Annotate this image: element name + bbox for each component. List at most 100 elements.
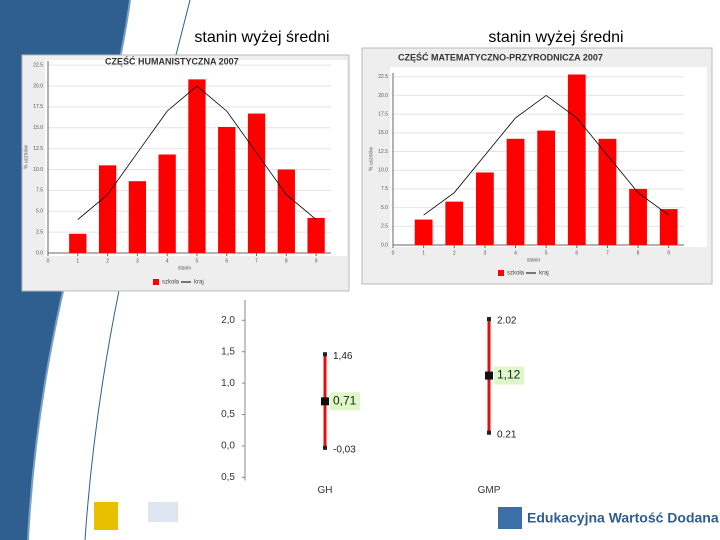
legend-label: kraj [539,271,549,277]
bar [414,219,433,245]
bar [69,233,87,253]
whisker-cap [487,317,491,322]
heading: stanin wyżej średni [194,29,329,46]
bar [277,169,295,253]
x-tick-label: 1 [422,250,425,256]
bar [247,113,266,253]
y-tick-label: 20.0 [378,93,388,99]
y-tick-label: 15.0 [378,130,388,136]
x-tick-label: GH [318,485,333,496]
y-tick-label: 0,5 [221,472,235,483]
upper-label: 2.02 [497,316,517,327]
bar [629,188,647,245]
y-tick-label: 12.5 [378,149,388,155]
mean-point [485,371,493,380]
legend-swatch [498,270,504,276]
y-axis-label: % uczniów [23,145,29,169]
x-tick-label: 7 [606,250,609,256]
x-axis-label: stanin [178,265,192,271]
y-tick-label: 5.0 [36,209,43,215]
mean-point [321,397,329,406]
whisker-cap [323,445,327,450]
x-tick-label: 3 [484,250,487,256]
x-tick-label: 9 [667,250,670,256]
y-tick-label: 1,0 [221,378,235,389]
y-tick-label: 17.5 [378,111,388,117]
x-tick-label: 7 [255,258,258,264]
y-tick-label: 0,5 [221,409,235,420]
y-tick-label: 0,0 [221,441,235,452]
x-tick-label: GMP [478,485,501,496]
legend-label: szkoła [162,280,180,286]
y-tick-label: 7.5 [36,188,43,194]
x-axis-label: stanin [527,257,541,263]
bar [537,130,556,245]
bar [598,138,617,245]
y-tick-label: 20.0 [33,83,43,89]
y-tick-label: 2,0 [221,315,235,326]
lower-label: -0,03 [333,444,356,455]
y-tick-label: 17.5 [33,104,43,110]
bar [476,172,494,245]
bar [158,154,176,253]
chart-title: CZĘŚĆ HUMANISTYCZNA 2007 [105,55,239,66]
y-tick-label: 7.5 [381,186,388,192]
bar [445,201,464,245]
legend-label: kraj [194,280,204,286]
legend-label: szkoła [507,271,525,277]
y-tick-label: 5.0 [381,205,388,211]
value-label-bg [494,366,524,385]
value-label: 0,71 [333,394,357,408]
y-tick-label: 22.5 [33,63,43,69]
heading: stanin wyżej średni [488,29,623,46]
bar [659,209,678,245]
y-tick-label: 15.0 [33,125,43,131]
x-tick-label: 6 [575,250,578,256]
x-tick-label: 0 [392,250,395,256]
y-tick-label: 2.5 [381,224,388,230]
logo [94,502,118,530]
x-tick-label: 1 [76,258,79,264]
brand: Edukacyjna Wartość Dodana [527,510,719,526]
y-tick-label: 10.0 [33,167,43,173]
y-tick-label: 2.5 [36,229,43,235]
x-tick-label: 6 [225,258,228,264]
x-tick-label: 4 [166,258,169,264]
x-tick-label: 3 [136,258,139,264]
y-tick-label: 22.5 [378,74,388,80]
bar [307,217,325,253]
x-tick-label: 9 [315,258,318,264]
upper-label: 1,46 [333,351,353,362]
x-tick-label: 2 [106,258,109,264]
x-tick-label: 8 [637,250,640,256]
chart-title: CZĘŚĆ MATEMATYCZNO-PRZYRODNICZA 2007 [398,51,603,62]
value-label: 1,12 [497,368,521,382]
bar [128,181,147,253]
whisker-cap [487,430,491,435]
x-tick-label: 5 [545,250,548,256]
x-tick-label: 0 [47,258,50,264]
bar [188,79,206,253]
y-tick-label: 0.0 [381,242,388,248]
y-tick-label: 12.5 [33,146,43,152]
x-tick-label: 8 [285,258,288,264]
y-axis-label: % uczniów [368,147,374,171]
lower-label: 0.21 [497,429,517,440]
value-label-bg [330,392,360,411]
legend-swatch [153,279,159,285]
bar [567,74,586,245]
bar [218,126,236,253]
line [423,94,669,216]
x-tick-label: 2 [453,250,456,256]
logo-icon [498,507,522,529]
y-tick-label: 10.0 [378,168,388,174]
bar [98,165,117,253]
x-tick-label: 5 [196,258,199,264]
line [77,85,317,220]
x-tick-label: 4 [514,250,517,256]
whisker-cap [323,352,327,357]
logo [148,502,178,522]
y-tick-label: 0.0 [36,250,43,256]
